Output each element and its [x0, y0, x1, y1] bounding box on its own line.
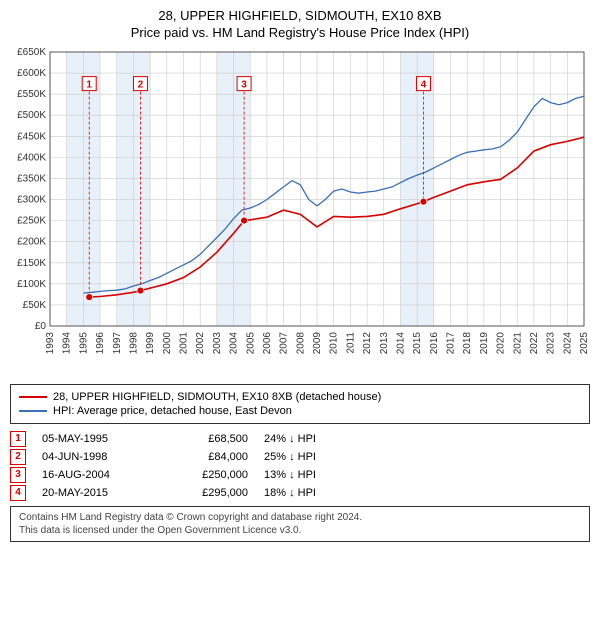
table-row: 3 16-AUG-2004 £250,000 13% ↓ HPI: [10, 466, 590, 484]
sale-marker-number: 4: [421, 79, 427, 90]
y-axis-label: £100K: [17, 279, 46, 290]
series-property: [89, 137, 584, 297]
chart-title: 28, UPPER HIGHFIELD, SIDMOUTH, EX10 8XB …: [8, 8, 592, 42]
sale-date: 05-MAY-1995: [42, 433, 152, 445]
y-axis-label: £350K: [17, 173, 46, 184]
sale-marker-dot: [420, 198, 427, 205]
sale-diff: 24% ↓ HPI: [264, 433, 354, 445]
x-axis-label: 2014: [395, 331, 406, 354]
sale-number-box: 3: [10, 467, 26, 483]
sale-price: £84,000: [168, 451, 248, 463]
sales-table: 1 05-MAY-1995 £68,500 24% ↓ HPI 2 04-JUN-1998…: [10, 430, 590, 502]
x-axis-label: 2021: [512, 331, 523, 354]
x-axis-label: 2009: [312, 331, 323, 354]
chart-container: £0 £50K £100K £150K £200K £250K £300K £350K £400…: [8, 46, 592, 376]
sale-price: £295,000: [168, 487, 248, 499]
x-axis-label: 2019: [479, 331, 490, 354]
attribution: Contains HM Land Registry data © Crown c…: [10, 506, 590, 542]
y-axis-label: £400K: [17, 152, 46, 163]
x-axis-label: 1996: [95, 331, 106, 354]
sale-date: 16-AUG-2004: [42, 469, 152, 481]
x-axis-label: 2011: [345, 331, 356, 353]
x-axis-label: 2017: [446, 331, 457, 354]
x-axis-label: 2003: [212, 331, 223, 354]
x-axis-label: 2004: [229, 331, 240, 354]
legend-label: HPI: Average price, detached house, East…: [53, 405, 292, 417]
legend-swatch: [19, 410, 47, 412]
sale-date: 20-MAY-2015: [42, 487, 152, 499]
y-axis-label: £0: [35, 321, 47, 332]
x-axis-label: 1993: [45, 331, 56, 354]
sale-number-box: 2: [10, 449, 26, 465]
y-axis-label: £650K: [17, 47, 46, 58]
price-chart: £0 £50K £100K £150K £200K £250K £300K £350K £400…: [8, 46, 592, 376]
y-axis-label: £600K: [17, 68, 46, 79]
x-axis-label: 2007: [279, 331, 290, 354]
x-axis-label: 2001: [179, 331, 190, 354]
x-axis-label: 2020: [496, 331, 507, 354]
sale-number-box: 4: [10, 485, 26, 501]
x-axis-label: 2008: [295, 331, 306, 354]
table-row: 2 04-JUN-1998 £84,000 25% ↓ HPI: [10, 448, 590, 466]
legend-row: HPI: Average price, detached house, East…: [19, 405, 581, 417]
x-axis-label: 1994: [62, 331, 73, 354]
attribution-line1: Contains HM Land Registry data © Crown c…: [19, 511, 581, 524]
sale-price: £250,000: [168, 469, 248, 481]
x-axis-label: 2015: [412, 331, 423, 354]
sale-marker-dot: [86, 293, 93, 300]
x-axis-label: 2023: [546, 331, 557, 354]
x-axis-label: 2022: [529, 331, 540, 354]
x-axis-label: 1999: [145, 331, 156, 354]
sale-diff: 18% ↓ HPI: [264, 487, 354, 499]
chart-title-line1: 28, UPPER HIGHFIELD, SIDMOUTH, EX10 8XB: [8, 8, 592, 25]
legend-swatch: [19, 396, 47, 398]
x-axis-label: 2024: [562, 331, 573, 354]
sale-number-box: 1: [10, 431, 26, 447]
x-axis-label: 2025: [579, 331, 590, 354]
x-axis-label: 2010: [329, 331, 340, 354]
x-axis-label: 2013: [379, 331, 390, 354]
sale-marker-number: 2: [138, 79, 144, 90]
y-axis-label: £300K: [17, 194, 46, 205]
legend: 28, UPPER HIGHFIELD, SIDMOUTH, EX10 8XB …: [10, 384, 590, 424]
chart-title-line2: Price paid vs. HM Land Registry's House …: [8, 25, 592, 42]
sale-date: 04-JUN-1998: [42, 451, 152, 463]
attribution-line2: This data is licensed under the Open Gov…: [19, 524, 581, 537]
y-axis-label: £150K: [17, 258, 46, 269]
legend-row: 28, UPPER HIGHFIELD, SIDMOUTH, EX10 8XB …: [19, 391, 581, 403]
x-axis-label: 2012: [362, 331, 373, 354]
x-axis-label: 1995: [78, 331, 89, 354]
table-row: 1 05-MAY-1995 £68,500 24% ↓ HPI: [10, 430, 590, 448]
sale-diff: 25% ↓ HPI: [264, 451, 354, 463]
table-row: 4 20-MAY-2015 £295,000 18% ↓ HPI: [10, 484, 590, 502]
x-axis-label: 2005: [245, 331, 256, 354]
legend-label: 28, UPPER HIGHFIELD, SIDMOUTH, EX10 8XB …: [53, 391, 381, 403]
sale-marker-number: 3: [241, 79, 247, 90]
y-axis-label: £250K: [17, 215, 46, 226]
sale-marker-number: 1: [86, 79, 92, 90]
y-axis-label: £200K: [17, 236, 46, 247]
x-axis-label: 2016: [429, 331, 440, 354]
y-axis-label: £450K: [17, 131, 46, 142]
y-axis-label: £550K: [17, 89, 46, 100]
sale-marker-dot: [137, 287, 144, 294]
x-axis-label: 2002: [195, 331, 206, 354]
x-axis-label: 1997: [112, 331, 123, 354]
sale-diff: 13% ↓ HPI: [264, 469, 354, 481]
x-axis-label: 1998: [128, 331, 139, 354]
x-axis-label: 2000: [162, 331, 173, 354]
x-axis-label: 2018: [462, 331, 473, 354]
y-axis-label: £50K: [23, 300, 47, 311]
y-axis-label: £500K: [17, 110, 46, 121]
x-axis-label: 2006: [262, 331, 273, 354]
sale-marker-dot: [241, 217, 248, 224]
sale-price: £68,500: [168, 433, 248, 445]
